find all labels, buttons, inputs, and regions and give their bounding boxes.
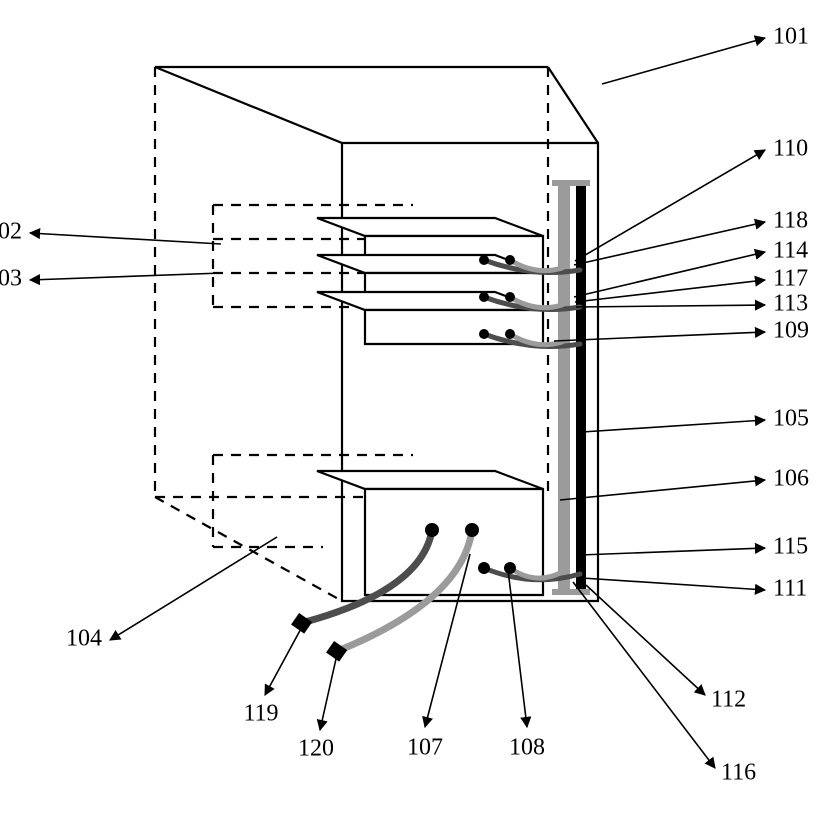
callout-arrow-120 [320,650,338,730]
callout-arrow-104 [110,537,277,640]
callout-label-102: 102 [0,219,22,245]
callout-label-107: 107 [407,735,443,761]
callout-arrow-112 [586,585,705,695]
callout-label-119: 119 [243,701,278,727]
callout-label-104: 104 [66,626,102,652]
callout-label-101: 101 [773,24,809,50]
diagram-canvas: 101 110 118 114117113109 105 106 115 111 112 116 1… [0,0,833,816]
callout-label-108: 108 [509,735,545,761]
callout-label-109: 109 [773,318,809,344]
callout-arrow-110 [575,150,765,261]
gray-bar [558,183,570,592]
callout-label-118: 118 [773,208,808,234]
callout-arrow-103 [30,273,222,280]
callout-label-115: 115 [773,534,808,560]
callout-arrow-119 [265,625,303,695]
callout-label-117: 117 [773,266,808,292]
callout-label-113: 113 [773,291,808,317]
callout-arrow-113 [576,305,765,307]
callout-arrow-105 [582,420,765,432]
callout-arrow-117 [575,280,765,302]
callout-label-103: 103 [0,266,22,292]
black-bar [576,183,586,592]
callout-label-112: 112 [711,687,746,713]
callout-label-105: 105 [773,406,809,432]
callout-arrow-116 [573,582,715,768]
callout-arrow-101 [602,38,765,84]
callout-label-120: 120 [298,736,334,762]
callout-arrow-102 [30,233,221,244]
callout-label-106: 106 [773,466,809,492]
callout-arrows [30,38,765,768]
plug-icon [291,613,312,634]
callout-arrow-111 [582,578,765,590]
callout-label-114: 114 [773,238,808,264]
callout-label-111: 111 [773,576,807,602]
callout-label-110: 110 [773,136,808,162]
vertical-bars [552,180,590,595]
callout-arrow-115 [580,548,765,555]
callout-arrow-106 [560,480,765,500]
callout-label-116: 116 [721,760,756,786]
callout-labels: 101 110 118 114117113109 105 106 115 111 112 116 1… [0,24,809,786]
